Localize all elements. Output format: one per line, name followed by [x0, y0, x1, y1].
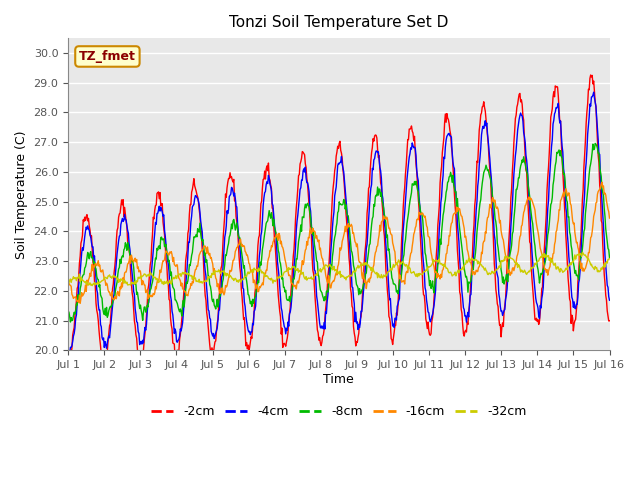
- Title: Tonzi Soil Temperature Set D: Tonzi Soil Temperature Set D: [229, 15, 449, 30]
- Y-axis label: Soil Temperature (C): Soil Temperature (C): [15, 130, 28, 259]
- Text: TZ_fmet: TZ_fmet: [79, 50, 136, 63]
- X-axis label: Time: Time: [323, 373, 354, 386]
- Legend: -2cm, -4cm, -8cm, -16cm, -32cm: -2cm, -4cm, -8cm, -16cm, -32cm: [146, 400, 532, 423]
